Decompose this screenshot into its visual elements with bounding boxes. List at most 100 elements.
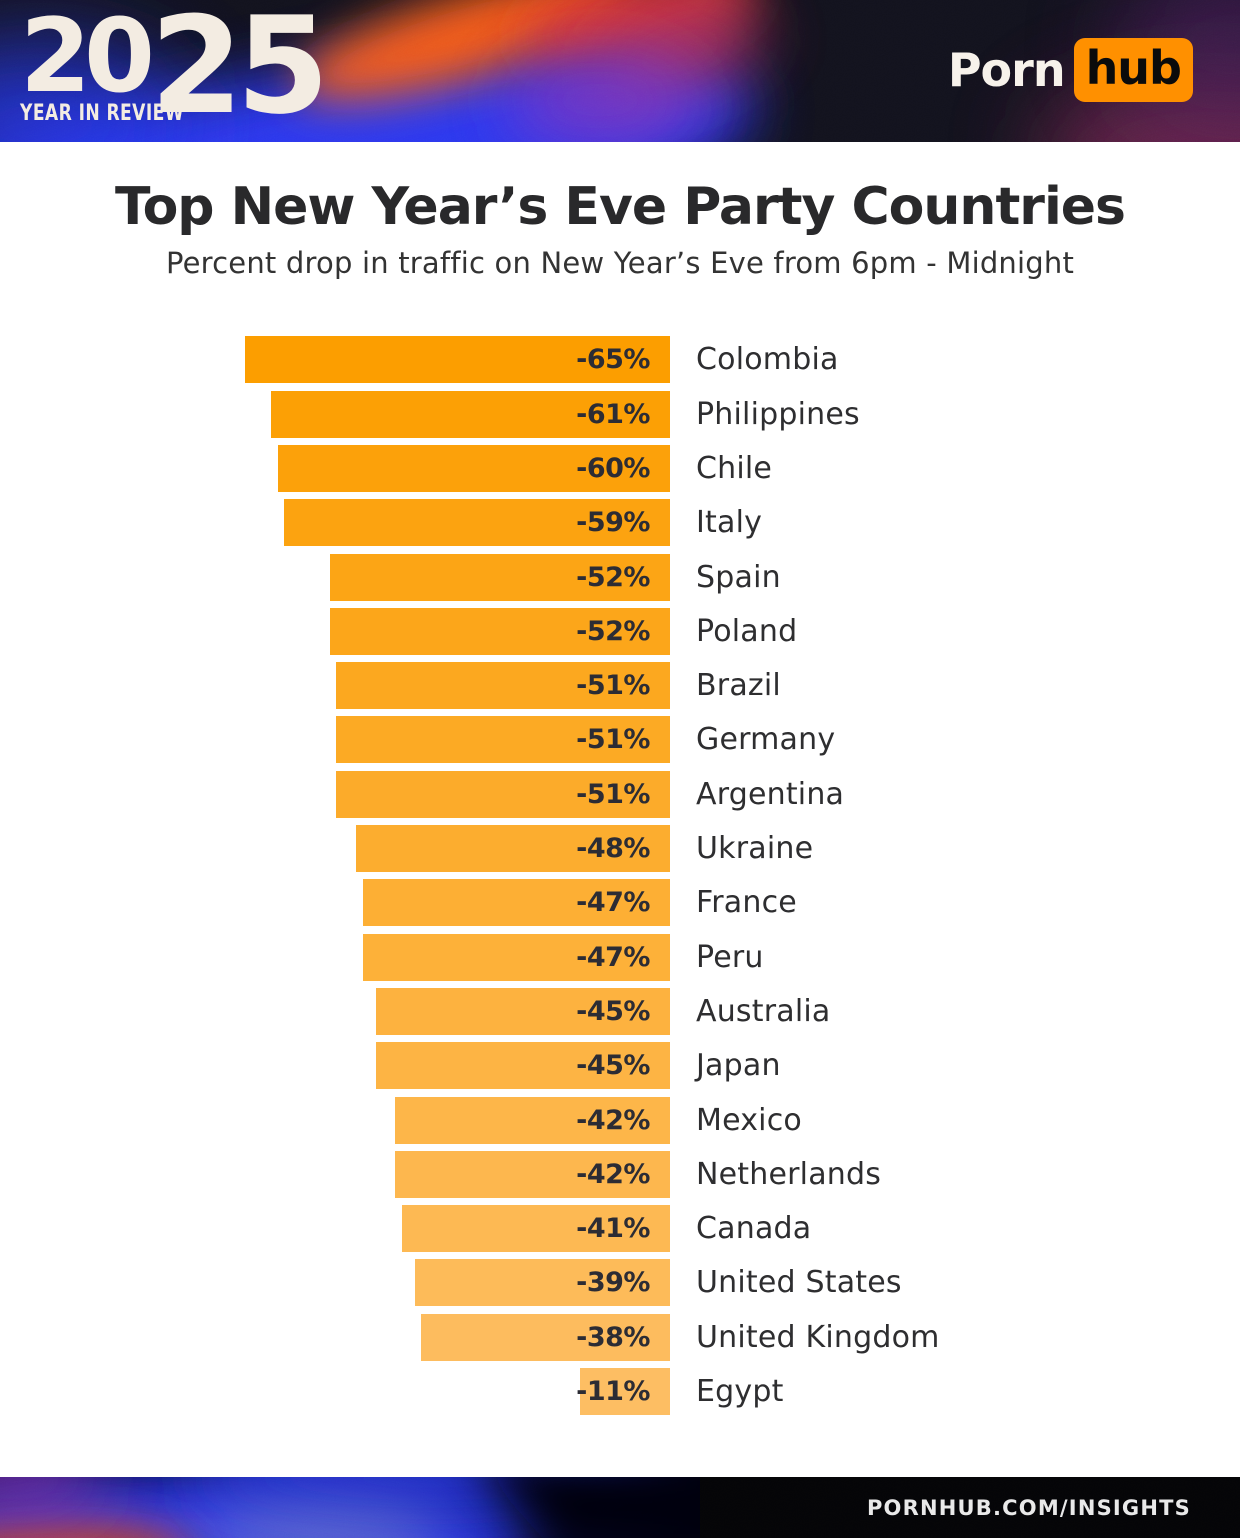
bar: -39% xyxy=(415,1259,670,1307)
country-label: Ukraine xyxy=(696,831,814,867)
footer-site-url: PORNHUB.COM/INSIGHTS xyxy=(866,1495,1191,1520)
bar-track: -51% xyxy=(0,770,670,818)
bar: -51% xyxy=(336,716,670,764)
bar-row: -51% Argentina xyxy=(0,770,1240,818)
bar: -47% xyxy=(363,933,670,981)
bar-row: -39% United States xyxy=(0,1259,1240,1307)
bar-track: -38% xyxy=(0,1313,670,1361)
bar: -65% xyxy=(245,336,670,384)
bar-row: -42% Netherlands xyxy=(0,1150,1240,1198)
bar-row: -59% Italy xyxy=(0,499,1240,547)
bar-row: -60% Chile xyxy=(0,444,1240,492)
bar-track: -42% xyxy=(0,1096,670,1144)
bar-row: -51% Brazil xyxy=(0,662,1240,710)
bar-track: -48% xyxy=(0,825,670,873)
bar-track: -60% xyxy=(0,444,670,492)
bar-track: -11% xyxy=(0,1368,670,1416)
bar-row: -42% Mexico xyxy=(0,1096,1240,1144)
bar-track: -41% xyxy=(0,1205,670,1253)
country-label: Italy xyxy=(696,505,763,541)
bar: -38% xyxy=(421,1313,670,1361)
bar-track: -52% xyxy=(0,553,670,601)
bar-value-label: -41% xyxy=(576,1213,650,1245)
pornhub-logo: Porn hub xyxy=(948,38,1193,102)
bar: -11% xyxy=(576,1368,670,1416)
bar-value-label: -47% xyxy=(576,887,650,919)
bar-value-label: -59% xyxy=(576,507,650,539)
country-label: Mexico xyxy=(696,1102,802,1138)
bar-value-label: -61% xyxy=(576,398,650,430)
bar: -42% xyxy=(395,1150,670,1198)
country-label: United States xyxy=(696,1265,902,1301)
header-banner: 20 25 YEAR IN REVIEW Porn hub xyxy=(0,0,1240,142)
header-gradient-art xyxy=(0,0,1240,142)
year-digits-20: 20 xyxy=(20,0,155,116)
bar: -45% xyxy=(376,1042,670,1090)
country-label: Australia xyxy=(696,993,831,1029)
pornhub-logo-hub-text: hub xyxy=(1085,41,1182,95)
bar-track: -47% xyxy=(0,933,670,981)
bar-value-label: -51% xyxy=(576,670,650,702)
country-label: Egypt xyxy=(696,1374,784,1410)
country-label: Argentina xyxy=(696,776,845,812)
bar-track: -59% xyxy=(0,499,670,547)
bar-track: -51% xyxy=(0,716,670,764)
bar-row: -52% Spain xyxy=(0,553,1240,601)
bar-track: -47% xyxy=(0,879,670,927)
page-title: Top New Year’s Eve Party Countries xyxy=(115,177,1126,237)
country-label: Brazil xyxy=(696,668,781,704)
footer-banner: PORNHUB.COM/INSIGHTS xyxy=(0,1477,1240,1538)
bar: -60% xyxy=(278,444,670,492)
bar: -41% xyxy=(402,1205,670,1253)
bar-value-label: -52% xyxy=(576,615,650,647)
country-label: France xyxy=(696,885,797,921)
bar-row: -52% Poland xyxy=(0,607,1240,655)
bar: -52% xyxy=(330,553,670,601)
bar: -48% xyxy=(356,825,670,873)
country-label: Colombia xyxy=(696,342,839,378)
bar-row: -45% Australia xyxy=(0,987,1240,1035)
bar-track: -61% xyxy=(0,390,670,438)
bar-row: -41% Canada xyxy=(0,1205,1240,1253)
country-label: Netherlands xyxy=(696,1156,882,1192)
bar-value-label: -51% xyxy=(576,724,650,756)
bar-row: -47% Peru xyxy=(0,933,1240,981)
bar-row: -65% Colombia xyxy=(0,336,1240,384)
bar-value-label: -51% xyxy=(576,778,650,810)
year-in-review-tagline: YEAR IN REVIEW xyxy=(20,101,185,126)
bar-value-label: -39% xyxy=(576,1267,650,1299)
bar: -51% xyxy=(336,662,670,710)
footer-gradient-art xyxy=(0,1477,1240,1538)
bar: -51% xyxy=(336,770,670,818)
country-label: Spain xyxy=(696,559,781,595)
bar-track: -45% xyxy=(0,987,670,1035)
bar-track: -39% xyxy=(0,1259,670,1307)
country-label: Poland xyxy=(696,613,798,649)
country-label: Canada xyxy=(696,1211,812,1247)
bar-track: -45% xyxy=(0,1042,670,1090)
country-label: Philippines xyxy=(696,396,860,432)
bar-row: -51% Germany xyxy=(0,716,1240,764)
bar: -59% xyxy=(284,499,670,547)
bar-value-label: -47% xyxy=(576,941,650,973)
bar-track: -65% xyxy=(0,336,670,384)
bar-row: -11% Egypt xyxy=(0,1368,1240,1416)
pornhub-logo-hub-badge: hub xyxy=(1073,38,1193,102)
bar-value-label: -11% xyxy=(576,1376,650,1408)
bar: -47% xyxy=(363,879,670,927)
page-subtitle: Percent drop in traffic on New Year’s Ev… xyxy=(165,246,1075,281)
country-label: United Kingdom xyxy=(696,1319,940,1355)
bar-row: -45% Japan xyxy=(0,1042,1240,1090)
bar-value-label: -48% xyxy=(576,833,650,865)
bar-value-label: -52% xyxy=(576,561,650,593)
bar-value-label: -65% xyxy=(576,344,650,376)
chart-section: Top New Year’s Eve Party Countries Perce… xyxy=(0,142,1240,1416)
country-label: Germany xyxy=(696,722,836,758)
bar-row: -38% United Kingdom xyxy=(0,1313,1240,1361)
bar-chart: -65% Colombia -61% Philippines -60% Chile -59%… xyxy=(0,336,1240,1416)
bar-row: -61% Philippines xyxy=(0,390,1240,438)
country-label: Chile xyxy=(696,450,773,486)
bar-track: -52% xyxy=(0,607,670,655)
bar-value-label: -42% xyxy=(576,1158,650,1190)
